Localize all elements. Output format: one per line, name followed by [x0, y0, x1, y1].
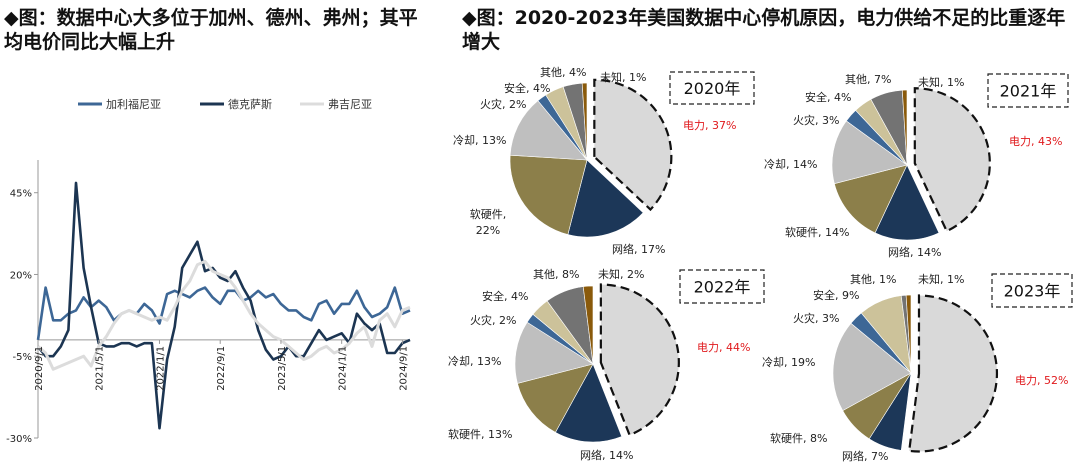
pie-slice-label: 安全, 4%: [504, 81, 550, 95]
y-tick-label: 20%: [10, 270, 32, 281]
pie-slice: [831, 120, 908, 185]
pie-slice-label: 软硬件,: [470, 207, 507, 221]
left-chart-title: ◆图：数据中心大多位于加州、德州、弗州；其平均电价同比大幅上升: [4, 7, 418, 53]
pie-chart-2: 电力, 43% 网络, 14% 软硬件, 14% 冷却, 14% 火灾, 3% 安全, 4…: [764, 73, 1069, 259]
pie-slice-label: 安全, 9%: [813, 288, 859, 302]
pie-slice-label: 电力, 52%: [1015, 374, 1068, 387]
pie-slice-label: 安全, 4%: [805, 90, 851, 104]
pie-slice-label: 未知, 1%: [918, 272, 964, 286]
pie-slice: [509, 154, 588, 235]
y-tick-label: -5%: [13, 352, 32, 363]
x-tick-label: 2022/1/1: [155, 346, 166, 391]
pie-slice-label: 软硬件, 8%: [770, 431, 827, 445]
pie-slice-label: 火灾, 2%: [480, 97, 526, 111]
year-box: [669, 71, 755, 105]
pie-slice: [907, 294, 999, 453]
legend-item: 弗吉尼亚: [300, 97, 372, 111]
legend-item: 加利福尼亚: [78, 97, 161, 111]
line-chart: 45% 20% -5% -30% 2020/9/1 2021/5/1 2022/1/1 202…: [6, 97, 411, 445]
pie-slice-label: 网络, 7%: [842, 449, 888, 463]
pie-year-label: 2023年: [1004, 282, 1061, 301]
pie-slice: [567, 159, 644, 238]
pie-slice-label: 网络, 14%: [580, 448, 633, 462]
pie-slice-label: 未知, 1%: [600, 70, 646, 84]
x-tick-label: 2020/9/1: [34, 346, 45, 391]
pie-slice-label: 火灾, 3%: [793, 311, 839, 325]
pie-slice: [905, 294, 912, 374]
pie-slice-label: 安全, 4%: [482, 289, 528, 303]
pie-slice-label: 22%: [476, 224, 500, 237]
pie-slice-label: 其他, 1%: [850, 273, 896, 286]
pie-slice: [593, 78, 673, 212]
x-tick-label: 2023/5/1: [277, 346, 288, 391]
pie-chart-1: 电力, 37% 网络, 17% 软硬件, 22% 冷却, 13% 火灾, 2% 安全, 4%…: [453, 66, 755, 256]
pie-slice-label: 网络, 14%: [888, 245, 941, 259]
legend-label: 加利福尼亚: [106, 97, 161, 111]
pie-slice: [832, 322, 912, 411]
pie-slice-label: 其他, 7%: [845, 73, 891, 86]
pie-year-label: 2020年: [684, 79, 741, 98]
pie-slice: [599, 283, 680, 437]
pie-slice: [874, 164, 940, 241]
pie-slice-label: 软硬件, 14%: [785, 225, 849, 239]
x-tick-label: 2022/9/1: [216, 346, 227, 391]
pie-slice: [833, 164, 908, 234]
y-tick-label: -30%: [6, 434, 32, 445]
year-box: [679, 269, 765, 304]
series-line-2: [37, 259, 411, 371]
pie-slice-label: 火灾, 3%: [793, 113, 839, 127]
pie-year-label: 2022年: [694, 278, 751, 297]
legend-label: 德克萨斯: [228, 97, 272, 111]
pie-slice-label: 软硬件, 13%: [448, 427, 512, 441]
pie-slice-label: 冷却, 19%: [762, 356, 815, 369]
legend-label: 弗吉尼亚: [328, 97, 372, 111]
x-tick-label: 2024/1/1: [338, 346, 349, 391]
pie-slice-label: 其他, 8%: [533, 268, 579, 281]
pie-slice: [913, 87, 991, 233]
pie-slice-label: 冷却, 13%: [453, 134, 506, 147]
pie-slice-label: 电力, 43%: [1009, 135, 1062, 148]
pie-slice-label: 冷却, 14%: [764, 158, 817, 171]
pie-slice: [901, 89, 908, 166]
pie-slice-label: 火灾, 2%: [470, 313, 516, 327]
pie-slice-label: 电力, 44%: [697, 341, 750, 354]
pie-slice-label: 其他, 4%: [540, 66, 586, 79]
x-tick-label: 2021/5/1: [95, 346, 106, 391]
year-box: [987, 73, 1069, 108]
pie-slice: [582, 285, 594, 365]
y-tick-label: 45%: [10, 189, 32, 200]
legend-item: 德克萨斯: [200, 97, 272, 111]
pie-slice-label: 电力, 37%: [683, 119, 736, 132]
pie-slice-label: 冷却, 13%: [448, 355, 501, 368]
pie-chart-3: 电力, 44% 网络, 14% 软硬件, 13% 冷却, 13% 火灾, 2% 安全, 4…: [448, 267, 765, 462]
pie-slice-label: 未知, 2%: [598, 267, 644, 281]
pie-slice: [581, 82, 588, 161]
pie-year-label: 2021年: [1000, 82, 1057, 101]
series-line-0: [36, 286, 411, 341]
pie-slice: [514, 321, 594, 384]
pie-slice: [509, 100, 588, 161]
pie-slice: [517, 363, 594, 433]
pie-chart-4: 电力, 52% 网络, 7% 软硬件, 8% 冷却, 19% 火灾, 3% 安全, 9% 其…: [762, 272, 1073, 463]
x-tick-label: 2024/9/1: [398, 346, 409, 391]
pie-slice-label: 未知, 1%: [918, 75, 964, 89]
pie-slice-label: 网络, 17%: [612, 242, 665, 256]
year-box: [991, 273, 1073, 308]
pie-slice: [555, 363, 623, 443]
right-chart-title: ◆图：2020-2023年美国数据中心停机原因，电力供给不足的比重逐年增大: [462, 7, 1066, 53]
